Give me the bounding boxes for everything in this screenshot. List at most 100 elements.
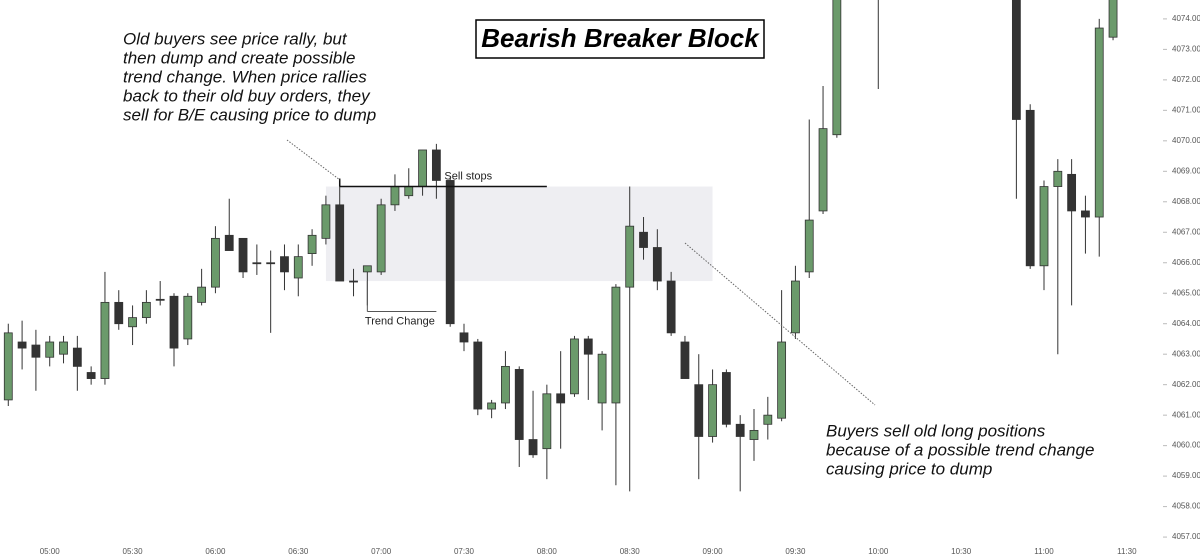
candle-body: [141, 301, 151, 319]
candle-body: [639, 231, 648, 248]
candle-body: [556, 393, 566, 404]
candle-body: [1108, 0, 1118, 38]
candle-body: [570, 338, 579, 395]
x-tick-label: 09:30: [785, 547, 806, 556]
candle-body: [680, 341, 690, 379]
candle-body: [1039, 186, 1049, 267]
levels: Sell stops Trend Change: [338, 170, 547, 327]
candle-body: [238, 237, 248, 273]
candle-body: [666, 280, 676, 334]
level-label: Trend Change: [365, 315, 435, 327]
x-tick-label: 09:00: [703, 547, 724, 556]
y-tick-label: 4068.00: [1172, 197, 1200, 206]
candle-body: [100, 301, 110, 379]
candle-body: [583, 338, 593, 355]
candle-body: [252, 262, 262, 265]
x-tick-label: 06:30: [288, 547, 309, 556]
chart-title: Bearish Breaker Block: [481, 23, 760, 53]
candle-body: [652, 247, 662, 282]
y-tick-label: 4057.00: [1172, 532, 1200, 541]
y-tick-label: 4060.00: [1172, 441, 1200, 450]
candle-body: [86, 372, 96, 379]
candle-body: [694, 384, 704, 437]
pointer: [286, 139, 341, 181]
candle-body: [280, 256, 289, 273]
candle-body: [791, 280, 800, 334]
candle-body: [376, 204, 386, 273]
candle-body: [763, 414, 773, 425]
candle-body: [804, 219, 814, 273]
candle-body: [832, 0, 842, 136]
candle-body: [445, 180, 455, 325]
candle-body: [1053, 170, 1063, 187]
y-tick-label: 4065.00: [1172, 288, 1200, 297]
y-tick-label: 4064.00: [1172, 319, 1200, 328]
x-tick-label: 10:30: [951, 547, 972, 556]
candle-body: [45, 341, 55, 358]
y-tick-label: 4062.00: [1172, 380, 1200, 389]
candle-body: [169, 295, 179, 349]
candle-body: [721, 372, 731, 425]
candle-body: [224, 234, 234, 251]
candle-body: [418, 149, 427, 187]
y-tick-label: 4067.00: [1172, 227, 1200, 236]
note-line: trend change. When price rallies: [123, 67, 367, 86]
candle-body: [293, 256, 303, 279]
candle-body: [197, 286, 207, 303]
level-label: Sell stops: [444, 170, 492, 182]
y-tick-label: 4061.00: [1172, 410, 1200, 419]
candle-body: [431, 149, 441, 181]
candle-body: [708, 384, 717, 437]
y-tick-label: 4074.00: [1172, 14, 1200, 23]
x-tick-label: 05:30: [123, 547, 144, 556]
candle-body: [266, 262, 276, 265]
candle-body: [1081, 210, 1090, 218]
x-tick-label: 07:00: [371, 547, 392, 556]
note-line: sell for B/E causing price to dump: [123, 105, 376, 124]
candle-body: [3, 332, 13, 401]
candle-body: [307, 234, 317, 255]
note-line: because of a possible trend change: [826, 440, 1094, 459]
candle-body: [128, 317, 137, 328]
candle-body: [487, 402, 497, 410]
x-tick-label: 05:00: [40, 547, 61, 556]
x-tick-label: 08:30: [620, 547, 641, 556]
candle-body: [542, 393, 552, 450]
y-tick-label: 4058.00: [1172, 502, 1200, 511]
candle-body: [501, 365, 510, 404]
y-tick-label: 4073.00: [1172, 44, 1200, 53]
candle-body: [211, 237, 220, 288]
candle-body: [183, 295, 193, 340]
candle-body: [335, 204, 345, 282]
candle-body: [735, 423, 745, 437]
zone-layer: [325, 186, 713, 282]
pointer: [684, 242, 876, 406]
x-tick-label: 07:30: [454, 547, 475, 556]
x-tick-label: 08:00: [537, 547, 558, 556]
note-line: causing price to dump: [826, 459, 992, 478]
candle-body: [390, 186, 400, 206]
candle-body: [514, 369, 524, 440]
y-tick-label: 4059.00: [1172, 471, 1200, 480]
candle-body: [528, 439, 538, 456]
candle-body: [404, 186, 414, 197]
y-tick-label: 4063.00: [1172, 349, 1200, 358]
candle-body: [362, 265, 372, 273]
y-tick-label: 4066.00: [1172, 258, 1200, 267]
x-tick-label: 11:00: [1034, 547, 1054, 556]
note-line: Buyers sell old long positions: [826, 421, 1046, 440]
candle-body: [777, 341, 787, 419]
y-tick-label: 4070.00: [1172, 136, 1200, 145]
candle-body: [72, 347, 82, 367]
note-line: back to their old buy orders, they: [123, 86, 371, 105]
candle-body: [31, 344, 41, 358]
title-box: [475, 19, 765, 59]
x-tick-label: 10:00: [868, 547, 889, 556]
candle-body: [473, 341, 483, 410]
note-line: then dump and create possible: [123, 48, 356, 67]
candle-body: [459, 332, 469, 343]
candle-body: [59, 341, 68, 355]
candle-body: [114, 301, 124, 325]
candle-body: [1094, 27, 1104, 218]
